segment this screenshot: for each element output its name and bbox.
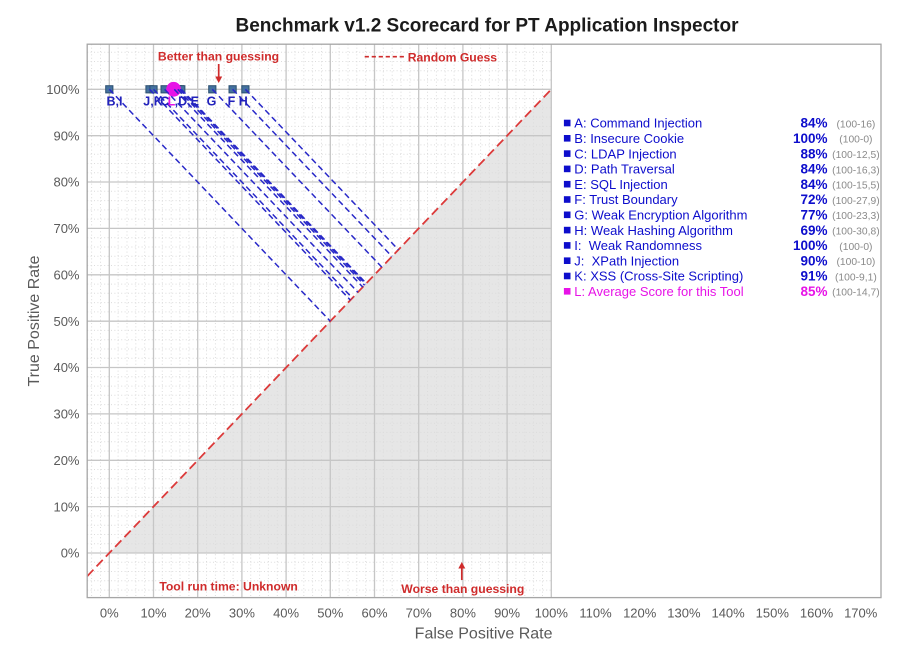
- svg-text:I: Weak Randomness: I: Weak Randomness: [574, 238, 702, 253]
- svg-text:90%: 90%: [494, 606, 520, 621]
- svg-text:J,K: J,K: [143, 94, 162, 108]
- svg-text:91%: 91%: [800, 269, 827, 284]
- svg-text:60%: 60%: [361, 606, 387, 621]
- svg-text:69%: 69%: [800, 223, 827, 238]
- svg-text:10%: 10%: [140, 606, 166, 621]
- svg-text:False Positive Rate: False Positive Rate: [415, 625, 553, 642]
- svg-text:(100-30,8): (100-30,8): [832, 227, 880, 238]
- svg-text:88%: 88%: [800, 146, 827, 161]
- svg-text:(100-10): (100-10): [836, 257, 875, 268]
- svg-text:120%: 120%: [623, 606, 657, 621]
- svg-text:(100-23,3): (100-23,3): [832, 211, 880, 222]
- svg-text:Tool run time: Unknown: Tool run time: Unknown: [159, 579, 298, 593]
- svg-text:100%: 100%: [535, 606, 569, 621]
- svg-text:L: L: [168, 94, 176, 108]
- svg-text:Better than guessing: Better than guessing: [158, 50, 279, 64]
- svg-text:,D,E: ,D,E: [175, 94, 199, 108]
- svg-text:H: Weak Hashing Algorithm: H: Weak Hashing Algorithm: [574, 223, 733, 238]
- svg-text:B,I: B,I: [107, 94, 123, 108]
- svg-text:80%: 80%: [450, 606, 476, 621]
- svg-text:85%: 85%: [800, 284, 827, 299]
- svg-text:84%: 84%: [800, 116, 827, 131]
- svg-text:30%: 30%: [229, 606, 255, 621]
- svg-text:B: Insecure Cookie: B: Insecure Cookie: [574, 131, 684, 146]
- svg-text:100%: 100%: [793, 131, 828, 146]
- svg-text:G: Weak Encryption Algorithm: G: Weak Encryption Algorithm: [574, 208, 747, 223]
- svg-text:J: XPath Injection: J: XPath Injection: [574, 253, 679, 268]
- svg-text:K: XSS (Cross-Site Scripting): K: XSS (Cross-Site Scripting): [574, 269, 743, 284]
- svg-text:(100-16): (100-16): [836, 119, 875, 130]
- svg-text:20%: 20%: [53, 453, 79, 468]
- svg-text:Worse than guessing: Worse than guessing: [401, 582, 524, 596]
- svg-text:(100-9,1): (100-9,1): [835, 272, 877, 283]
- svg-text:(100-0): (100-0): [839, 135, 872, 146]
- svg-text:80%: 80%: [53, 175, 79, 190]
- svg-text:C: C: [160, 94, 169, 108]
- svg-text:150%: 150%: [756, 606, 790, 621]
- svg-text:A: Command Injection: A: Command Injection: [574, 116, 702, 131]
- svg-text:G: G: [207, 94, 217, 108]
- svg-text:D: Path Traversal: D: Path Traversal: [574, 162, 675, 177]
- svg-text:F: F: [228, 94, 236, 108]
- svg-text:72%: 72%: [800, 192, 827, 207]
- svg-text:90%: 90%: [800, 253, 827, 268]
- svg-text:E: SQL Injection: E: SQL Injection: [574, 177, 667, 192]
- svg-text:100%: 100%: [793, 238, 828, 253]
- svg-text:H: H: [239, 94, 248, 108]
- svg-text:(100-0): (100-0): [839, 242, 872, 253]
- svg-text:30%: 30%: [53, 407, 79, 422]
- svg-text:77%: 77%: [800, 208, 827, 223]
- svg-text:10%: 10%: [53, 499, 79, 514]
- svg-text:70%: 70%: [406, 606, 432, 621]
- svg-text:(100-14,7): (100-14,7): [832, 288, 880, 299]
- svg-text:0%: 0%: [100, 606, 119, 621]
- svg-text:(100-12,5): (100-12,5): [832, 150, 880, 161]
- svg-text:100%: 100%: [46, 82, 80, 97]
- svg-text:20%: 20%: [185, 606, 211, 621]
- svg-text:130%: 130%: [667, 606, 701, 621]
- svg-text:160%: 160%: [800, 606, 834, 621]
- svg-text:84%: 84%: [800, 177, 827, 192]
- svg-text:40%: 40%: [53, 360, 79, 375]
- svg-text:C: LDAP Injection: C: LDAP Injection: [574, 146, 676, 161]
- svg-text:Benchmark v1.2 Scorecard for P: Benchmark v1.2 Scorecard for PT Applicat…: [236, 15, 740, 36]
- svg-text:60%: 60%: [53, 268, 79, 283]
- svg-text:70%: 70%: [53, 221, 79, 236]
- svg-text:Random Guess: Random Guess: [408, 51, 498, 65]
- svg-text:True Positive Rate: True Positive Rate: [26, 255, 43, 386]
- svg-text:110%: 110%: [579, 606, 612, 621]
- svg-text:(100-16,3): (100-16,3): [832, 165, 880, 176]
- svg-text:90%: 90%: [53, 128, 79, 143]
- svg-text:50%: 50%: [53, 314, 79, 329]
- svg-text:140%: 140%: [711, 606, 745, 621]
- svg-text:84%: 84%: [800, 162, 827, 177]
- svg-text:50%: 50%: [317, 606, 343, 621]
- svg-text:L: Average Score for this Tool: L: Average Score for this Tool: [574, 284, 743, 299]
- svg-text:(100-27,9): (100-27,9): [832, 196, 880, 207]
- svg-text:F: Trust Boundary: F: Trust Boundary: [574, 192, 678, 207]
- svg-text:(100-15,5): (100-15,5): [832, 181, 880, 192]
- svg-text:40%: 40%: [273, 606, 299, 621]
- svg-text:0%: 0%: [61, 546, 80, 561]
- svg-text:170%: 170%: [844, 606, 878, 621]
